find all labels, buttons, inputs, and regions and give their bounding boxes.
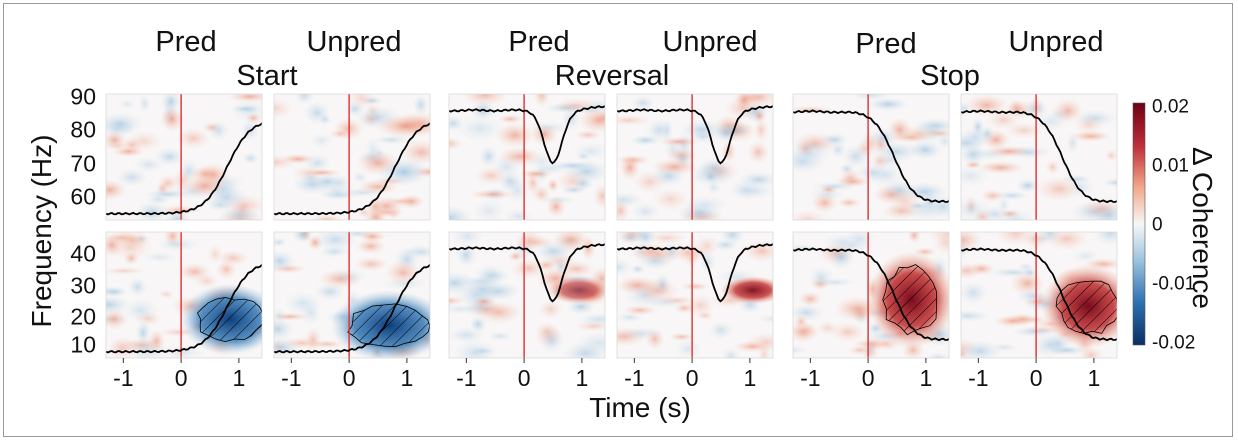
y-axis-label: Frequency (Hz): [26, 134, 57, 328]
x-tick-label: 1: [919, 365, 933, 391]
significant-cluster: [882, 264, 938, 336]
colorbar-label: Δ Coherence: [1187, 147, 1218, 309]
panel-start-unpred-high: [273, 93, 431, 221]
x-tick-label: 0: [1029, 365, 1043, 391]
panel-stop-pred-high: [792, 93, 950, 221]
speed-trace: [793, 247, 949, 342]
panel-reversal-pred-low: [448, 231, 606, 363]
panel-stop-unpred-high: [960, 93, 1118, 221]
speed-trace: [449, 105, 605, 165]
speed-trace: [617, 105, 773, 165]
x-tick-label: 1: [1087, 365, 1101, 391]
group-title-start: Start: [236, 60, 298, 92]
x-tick-label: -1: [800, 365, 821, 391]
speed-trace: [274, 264, 430, 354]
significant-cluster: [347, 303, 430, 348]
figure-frame: [3, 3, 1233, 437]
panel-reversal-unpred-high: [616, 93, 774, 221]
x-tick-label: 0: [342, 365, 356, 391]
x-tick-label: 1: [743, 365, 757, 391]
x-tick-label: -1: [113, 365, 134, 391]
y-tick-low-20: 20: [70, 303, 96, 330]
speed-trace: [449, 243, 605, 303]
x-tick-label: 0: [517, 365, 531, 391]
panel-stop-pred-low: [792, 231, 950, 363]
x-tick-label: -1: [968, 365, 989, 391]
x-tick-label: 1: [400, 365, 414, 391]
speed-trace: [106, 122, 262, 216]
y-tick-high-60: 60: [70, 183, 96, 210]
col-title-reversal-pred: Pred: [508, 26, 570, 58]
colorbar: [1132, 102, 1146, 346]
col-title-start-pred: Pred: [155, 26, 217, 58]
speed-trace: [793, 109, 949, 204]
x-tick-label: 0: [861, 365, 875, 391]
colorbar-tick-min: -0.02: [1152, 332, 1196, 354]
colorbar-tick-max: 0.02: [1152, 96, 1189, 118]
y-tick-high-90: 90: [70, 83, 96, 110]
x-tick-label: 0: [174, 365, 188, 391]
x-tick-label: 1: [575, 365, 589, 391]
col-title-start-unpred: Unpred: [306, 26, 402, 58]
speed-trace: [617, 243, 773, 303]
panel-start-pred-high: [105, 93, 263, 221]
x-tick-label: 0: [685, 365, 699, 391]
panel-reversal-unpred-low: [616, 231, 774, 363]
speed-trace: [274, 122, 430, 216]
col-title-reversal-unpred: Unpred: [662, 26, 758, 58]
panel-reversal-pred-high: [448, 93, 606, 221]
speed-trace: [961, 247, 1117, 342]
y-tick-low-10: 10: [70, 331, 96, 358]
panel-stop-unpred-low: [960, 231, 1118, 363]
y-tick-low-40: 40: [70, 240, 96, 267]
x-axis-label: Time (s): [589, 392, 691, 423]
x-tick-label: -1: [456, 365, 477, 391]
speed-trace: [961, 109, 1117, 204]
group-title-reversal: Reversal: [554, 60, 670, 92]
panel-start-unpred-low: [273, 231, 431, 363]
y-tick-high-80: 80: [70, 116, 96, 143]
col-title-stop-unpred: Unpred: [1008, 26, 1104, 58]
col-title-stop-pred: Pred: [855, 28, 917, 60]
significant-cluster: [1055, 280, 1117, 334]
x-tick-label: 1: [232, 365, 246, 391]
colorbar-tick-zero: 0: [1152, 214, 1163, 236]
y-tick-high-70: 70: [70, 150, 96, 177]
y-tick-low-30: 30: [70, 272, 96, 299]
x-tick-label: -1: [281, 365, 302, 391]
x-tick-label: -1: [624, 365, 645, 391]
colorbar-tick-neg-half: -0.01: [1152, 273, 1196, 295]
panel-start-pred-low: [105, 231, 263, 363]
colorbar-tick-half: 0.01: [1152, 155, 1189, 177]
speed-trace: [106, 264, 262, 354]
group-title-stop: Stop: [920, 60, 980, 92]
